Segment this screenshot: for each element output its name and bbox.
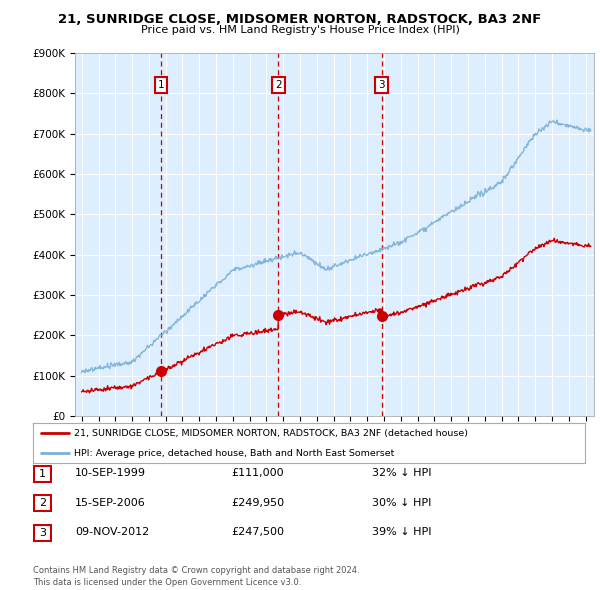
- Text: £249,950: £249,950: [231, 498, 284, 507]
- Text: 21, SUNRIDGE CLOSE, MIDSOMER NORTON, RADSTOCK, BA3 2NF: 21, SUNRIDGE CLOSE, MIDSOMER NORTON, RAD…: [58, 13, 542, 26]
- Text: 1: 1: [39, 469, 46, 478]
- Text: £111,000: £111,000: [231, 468, 284, 478]
- Text: 10-SEP-1999: 10-SEP-1999: [75, 468, 146, 478]
- Text: 39% ↓ HPI: 39% ↓ HPI: [372, 527, 431, 537]
- Text: 21, SUNRIDGE CLOSE, MIDSOMER NORTON, RADSTOCK, BA3 2NF (detached house): 21, SUNRIDGE CLOSE, MIDSOMER NORTON, RAD…: [74, 428, 469, 438]
- Text: 2: 2: [39, 499, 46, 508]
- FancyBboxPatch shape: [34, 525, 51, 540]
- Text: 30% ↓ HPI: 30% ↓ HPI: [372, 498, 431, 507]
- Text: HPI: Average price, detached house, Bath and North East Somerset: HPI: Average price, detached house, Bath…: [74, 448, 395, 458]
- Text: 15-SEP-2006: 15-SEP-2006: [75, 498, 146, 507]
- Text: £247,500: £247,500: [231, 527, 284, 537]
- Text: 3: 3: [379, 80, 385, 90]
- Text: 3: 3: [39, 528, 46, 537]
- Text: Contains HM Land Registry data © Crown copyright and database right 2024.
This d: Contains HM Land Registry data © Crown c…: [33, 566, 359, 587]
- FancyBboxPatch shape: [34, 466, 51, 481]
- Text: 09-NOV-2012: 09-NOV-2012: [75, 527, 149, 537]
- Text: 32% ↓ HPI: 32% ↓ HPI: [372, 468, 431, 478]
- Text: 1: 1: [158, 80, 164, 90]
- FancyBboxPatch shape: [34, 496, 51, 511]
- Text: Price paid vs. HM Land Registry's House Price Index (HPI): Price paid vs. HM Land Registry's House …: [140, 25, 460, 35]
- Text: 2: 2: [275, 80, 282, 90]
